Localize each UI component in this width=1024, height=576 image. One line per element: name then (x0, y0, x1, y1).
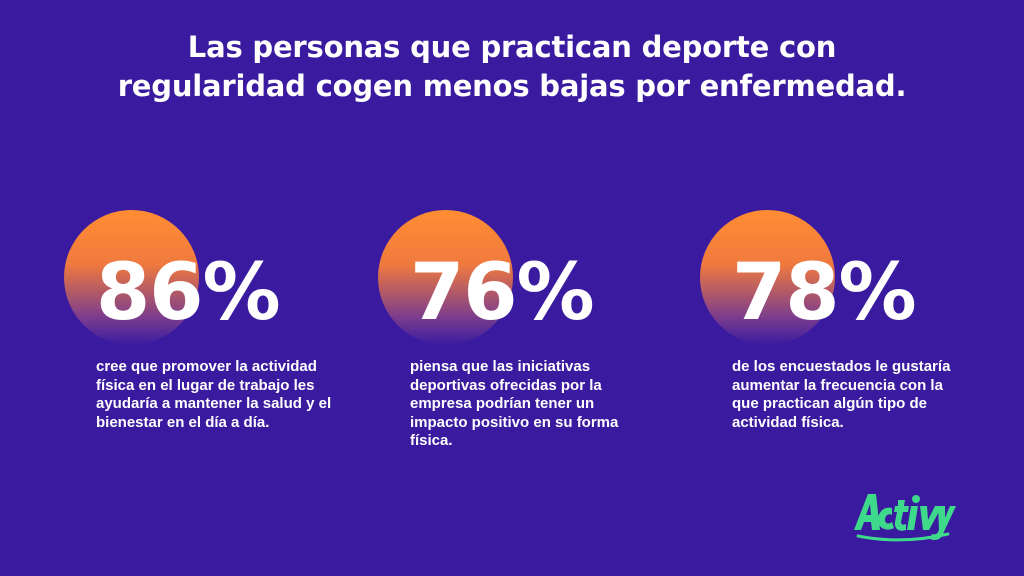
stat-card: 78% de los encuestados le gustaría aumen… (700, 210, 970, 470)
stat-percentage: 78% (732, 248, 917, 338)
orange-circle-decoration (700, 210, 835, 345)
stat-description: de los encuestados le gustaría aumentar … (732, 358, 951, 431)
activy-logo-mark (854, 494, 956, 542)
stat-card: 76% piensa que las iniciativas deportiva… (378, 210, 648, 470)
stat-percentage: 86% (96, 248, 281, 338)
stat-percentage: 76% (410, 248, 595, 338)
stat-description: piensa que las iniciativas deportivas of… (410, 358, 619, 449)
orange-circle-decoration (64, 210, 199, 345)
stat-card: 86% cree que promover la actividad físic… (64, 210, 334, 470)
orange-circle-decoration (378, 210, 513, 345)
activy-logo (848, 484, 958, 544)
stat-description: cree que promover la actividad física en… (96, 358, 332, 431)
page-title: Las personas que practican deporte con r… (117, 30, 907, 103)
